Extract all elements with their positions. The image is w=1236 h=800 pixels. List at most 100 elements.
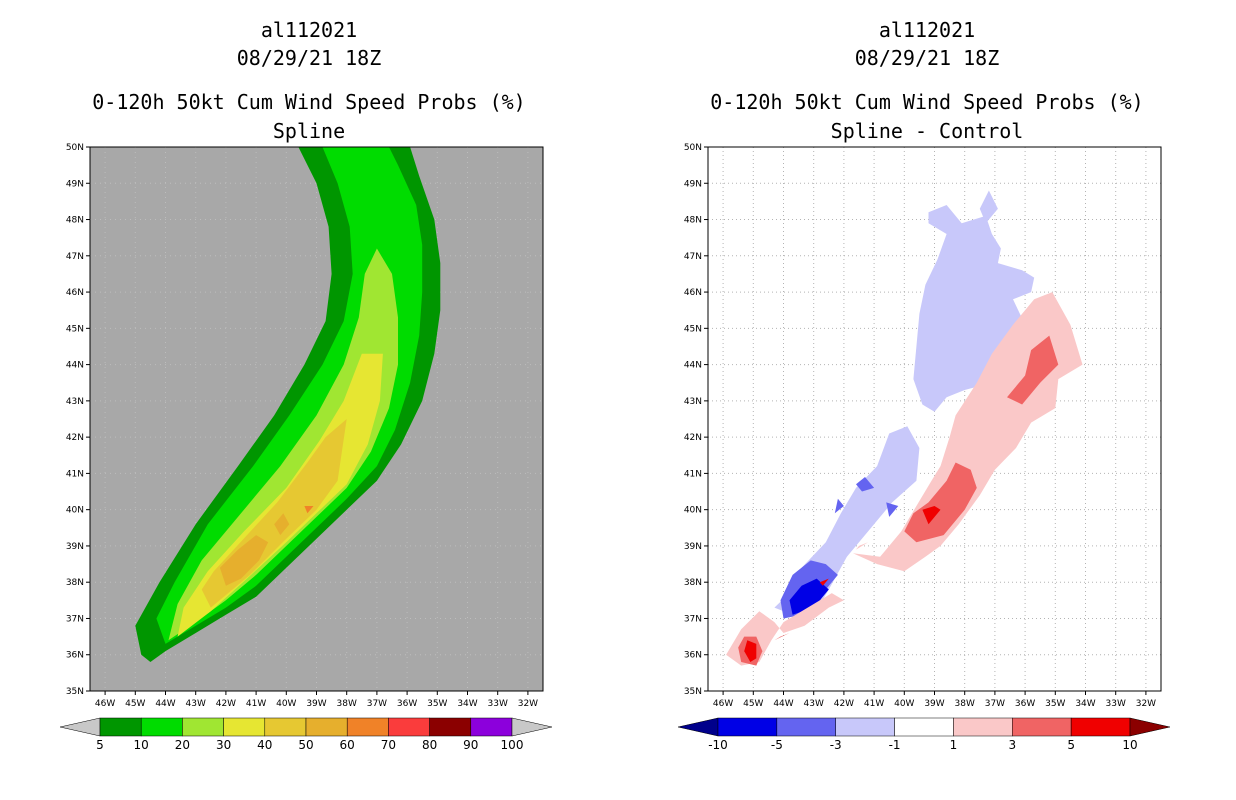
colorbar-segment [140, 717, 183, 737]
colorbar-segment [99, 717, 142, 737]
contour-neg1 [913, 205, 1035, 412]
x-tick-label: 35W [427, 699, 447, 709]
x-tick-label: 36W [1015, 699, 1035, 709]
forecast-datetime: 08/29/21 18Z [854, 46, 1000, 70]
colorbar-label: -10 [708, 738, 728, 752]
colorbar-label: 60 [340, 738, 355, 752]
y-tick-label: 46N [66, 288, 84, 298]
colorbar-segment [305, 717, 348, 737]
y-tick-label: 36N [684, 651, 702, 661]
colorbar-label: 90 [463, 738, 478, 752]
difference-map: 46W 45W 44W 43W 42W 41W 40W 39W 38W 37W 36W 35W 34W 3… [677, 143, 1171, 752]
contour-neg3 [886, 502, 899, 517]
colorbar-label: 30 [216, 738, 231, 752]
x-tick-label: 34W [1075, 699, 1095, 709]
y-tick-label: 35N [66, 687, 84, 697]
contour-neg1 [979, 190, 998, 224]
contour-layer [726, 190, 1083, 666]
y-tick-label: 41N [66, 469, 84, 479]
colorbar-segment [223, 717, 266, 737]
chart-title: 0-120h 50kt Cum Wind Speed Probs (%) [710, 90, 1144, 114]
x-tick-label: 38W [337, 699, 357, 709]
x-tick-label: 46W [713, 699, 733, 709]
y-tick-label: 50N [684, 143, 702, 153]
x-tick-label: 45W [125, 699, 145, 709]
colorbar-segment [1070, 717, 1131, 737]
colorbar-label: -1 [889, 738, 901, 752]
x-tick-label: 33W [488, 699, 508, 709]
x-tick-label: 34W [457, 699, 477, 709]
x-tick-label: 33W [1106, 699, 1126, 709]
chart-title: 0-120h 50kt Cum Wind Speed Probs (%) [92, 90, 526, 114]
y-tick-label: 46N [684, 288, 702, 298]
panel-spline: al112021 08/29/21 18Z 0-120h 50kt Cum Wi… [59, 18, 553, 752]
colorbar-label: 40 [257, 738, 272, 752]
colorbar-segment [429, 717, 472, 737]
x-tick-label: 41W [246, 699, 266, 709]
chart-subtitle: Spline [272, 119, 346, 143]
x-tick-label: 36W [397, 699, 417, 709]
y-tick-label: 39N [66, 542, 84, 552]
x-tick-label: 39W [306, 699, 326, 709]
y-tick-label: 43N [684, 397, 702, 407]
probability-map: 46W 45W 44W 43W 42W 41W 40W 39W 38W 37W 36W 35W 34W 3… [59, 143, 553, 752]
colorbar-low-arrow [59, 717, 101, 737]
y-tick-label: 49N [684, 179, 702, 189]
y-tick-label: 49N [66, 179, 84, 189]
y-tick-label: 36N [66, 651, 84, 661]
colorbar-label: 10 [1122, 738, 1137, 752]
colorbar-segment [835, 717, 895, 737]
x-tick-label: 32W [1136, 699, 1156, 709]
panel-spline-minus-control: al112021 08/29/21 18Z 0-120h 50kt Cum Wi… [618, 0, 1236, 800]
contour-5 [744, 640, 757, 662]
y-tick-label: 42N [66, 433, 84, 443]
x-tick-label: 40W [894, 699, 914, 709]
x-tick-label: 40W [276, 699, 296, 709]
storm-id: al112021 [260, 18, 358, 42]
colorbar-label: -3 [830, 738, 842, 752]
colorbar-segment [894, 717, 954, 737]
contour-neg3 [834, 498, 844, 514]
colorbar-label: 70 [381, 738, 396, 752]
y-tick-label: 47N [684, 252, 702, 262]
colorbar-label: 1 [950, 738, 958, 752]
y-tick-label: 39N [684, 542, 702, 552]
y-tick-label: 43N [66, 397, 84, 407]
colorbar-segment [953, 717, 1013, 737]
y-tick-label: 48N [684, 216, 702, 226]
storm-id: al112021 [878, 18, 976, 42]
x-tick-label: 39W [924, 699, 944, 709]
x-tick-label: 46W [95, 699, 115, 709]
x-tick-label: 37W [985, 699, 1005, 709]
forecast-datetime: 08/29/21 18Z [236, 46, 382, 70]
colorbar-low-arrow [677, 717, 719, 737]
colorbar-segment [470, 717, 513, 737]
x-tick-label: 32W [518, 699, 538, 709]
colorbar-segment [264, 717, 307, 737]
contour-layer [135, 147, 441, 662]
y-tick-label: 45N [66, 324, 84, 334]
contour-3 [774, 633, 790, 641]
x-tick-label: 35W [1045, 699, 1065, 709]
contour-60 [304, 506, 314, 514]
colorbar-label: 5 [1067, 738, 1075, 752]
colorbar-label: 20 [175, 738, 190, 752]
x-tick-label: 42W [834, 699, 854, 709]
x-tick-label: 43W [186, 699, 206, 709]
y-tick-label: 35N [684, 687, 702, 697]
y-tick-label: 40N [684, 506, 702, 516]
y-tick-label: 42N [684, 433, 702, 443]
colorbar-segment [717, 717, 778, 737]
colorbar-label: 80 [422, 738, 437, 752]
colorbar-segment [776, 717, 836, 737]
chart-subtitle: Spline - Control [830, 119, 1024, 143]
y-tick-label: 37N [684, 614, 702, 624]
y-tick-label: 40N [66, 506, 84, 516]
x-tick-label: 45W [743, 699, 763, 709]
y-tick-label: 50N [66, 143, 84, 153]
y-tick-label: 38N [66, 578, 84, 588]
contour-1 [853, 292, 1083, 572]
colorbar-segment [346, 717, 389, 737]
colorbar-segment [1012, 717, 1072, 737]
colorbar-label: 3 [1008, 738, 1016, 752]
